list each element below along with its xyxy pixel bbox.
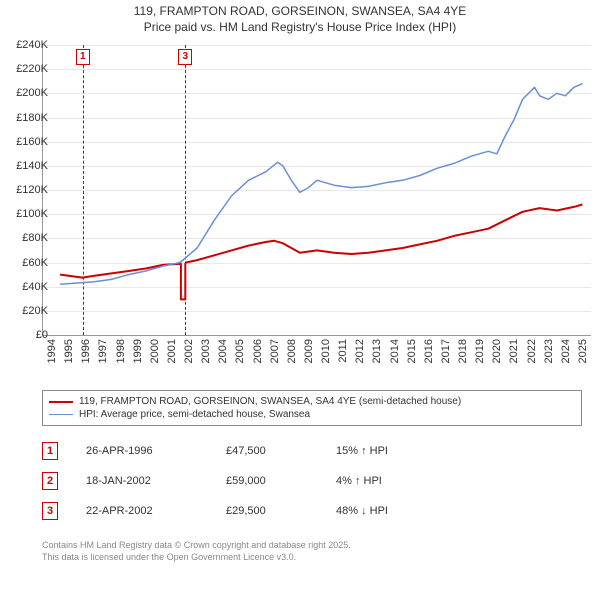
x-tick-label: 2012: [354, 339, 366, 363]
y-tick-label: £240K: [8, 39, 48, 51]
sale-price: £47,500: [226, 445, 336, 457]
y-tick-label: £120K: [8, 184, 48, 196]
sale-date: 22-APR-2002: [86, 505, 226, 517]
attribution-line-2: This data is licensed under the Open Gov…: [42, 552, 582, 564]
legend-row: 119, FRAMPTON ROAD, GORSEINON, SWANSEA, …: [49, 395, 575, 408]
sale-delta: 4% ↑ HPI: [336, 475, 476, 487]
x-tick-label: 2002: [183, 339, 195, 363]
sale-marker-box: 3: [42, 502, 58, 520]
x-tick-label: 2013: [371, 339, 383, 363]
sale-marker-box: 2: [42, 472, 58, 490]
x-tick-label: 2011: [337, 339, 349, 363]
title-line-2: Price paid vs. HM Land Registry's House …: [0, 20, 600, 36]
y-tick-label: £0: [8, 329, 48, 341]
x-tick-label: 1996: [80, 339, 92, 363]
title-line-1: 119, FRAMPTON ROAD, GORSEINON, SWANSEA, …: [0, 4, 600, 20]
y-tick-label: £200K: [8, 87, 48, 99]
sale-row: 3 22-APR-2002£29,50048% ↓ HPI: [42, 496, 582, 526]
attribution: Contains HM Land Registry data © Crown c…: [42, 540, 582, 563]
sales-table: 1 26-APR-1996£47,50015% ↑ HPI 2 18-JAN-2002…: [42, 436, 582, 526]
y-tick-label: £220K: [8, 63, 48, 75]
sale-price: £59,000: [226, 475, 336, 487]
x-tick-label: 2004: [217, 339, 229, 363]
x-tick-label: 2023: [543, 339, 555, 363]
y-tick-label: £60K: [8, 257, 48, 269]
x-tick-label: 2024: [560, 339, 572, 363]
x-tick-label: 2021: [508, 339, 520, 363]
series-line: [60, 84, 582, 285]
sale-delta: 48% ↓ HPI: [336, 505, 476, 517]
y-tick-label: £20K: [8, 305, 48, 317]
y-tick-label: £140K: [8, 160, 48, 172]
sale-row: 1 26-APR-1996£47,50015% ↑ HPI: [42, 436, 582, 466]
x-tick-label: 1999: [132, 339, 144, 363]
x-tick-label: 2005: [234, 339, 246, 363]
x-tick-label: 2008: [286, 339, 298, 363]
sale-marker-box: 1: [42, 442, 58, 460]
x-tick-label: 2015: [406, 339, 418, 363]
x-tick-label: 2016: [423, 339, 435, 363]
x-tick-label: 2025: [577, 339, 589, 363]
x-tick-label: 1997: [97, 339, 109, 363]
y-tick-label: £180K: [8, 112, 48, 124]
attribution-line-1: Contains HM Land Registry data © Crown c…: [42, 540, 582, 552]
y-tick-label: £40K: [8, 281, 48, 293]
plot-area: 13: [42, 45, 591, 336]
y-tick-label: £160K: [8, 136, 48, 148]
x-tick-label: 2003: [200, 339, 212, 363]
sale-delta: 15% ↑ HPI: [336, 445, 476, 457]
legend-swatch: [49, 401, 73, 403]
x-tick-label: 2000: [149, 339, 161, 363]
legend: 119, FRAMPTON ROAD, GORSEINON, SWANSEA, …: [42, 390, 582, 426]
line-series-svg: [43, 45, 591, 335]
legend-row: HPI: Average price, semi-detached house,…: [49, 408, 575, 421]
sale-row: 2 18-JAN-2002£59,0004% ↑ HPI: [42, 466, 582, 496]
legend-label: 119, FRAMPTON ROAD, GORSEINON, SWANSEA, …: [79, 396, 461, 407]
x-tick-label: 2006: [252, 339, 264, 363]
x-tick-label: 2020: [491, 339, 503, 363]
x-tick-label: 1998: [115, 339, 127, 363]
y-tick-label: £80K: [8, 232, 48, 244]
x-tick-label: 2001: [166, 339, 178, 363]
x-tick-label: 2014: [389, 339, 401, 363]
chart-container: { "title_line1": "119, FRAMPTON ROAD, GO…: [0, 0, 600, 590]
x-tick-label: 2010: [320, 339, 332, 363]
sale-date: 18-JAN-2002: [86, 475, 226, 487]
legend-label: HPI: Average price, semi-detached house,…: [79, 409, 310, 420]
x-tick-label: 2018: [457, 339, 469, 363]
y-tick-label: £100K: [8, 208, 48, 220]
x-tick-label: 1995: [63, 339, 75, 363]
x-tick-label: 2022: [526, 339, 538, 363]
x-tick-label: 1994: [46, 339, 58, 363]
x-tick-label: 2019: [474, 339, 486, 363]
x-tick-label: 2017: [440, 339, 452, 363]
sale-date: 26-APR-1996: [86, 445, 226, 457]
series-line: [60, 205, 582, 300]
chart-title-block: 119, FRAMPTON ROAD, GORSEINON, SWANSEA, …: [0, 0, 600, 35]
x-tick-label: 2007: [269, 339, 281, 363]
legend-swatch: [49, 414, 73, 415]
sale-price: £29,500: [226, 505, 336, 517]
x-tick-label: 2009: [303, 339, 315, 363]
